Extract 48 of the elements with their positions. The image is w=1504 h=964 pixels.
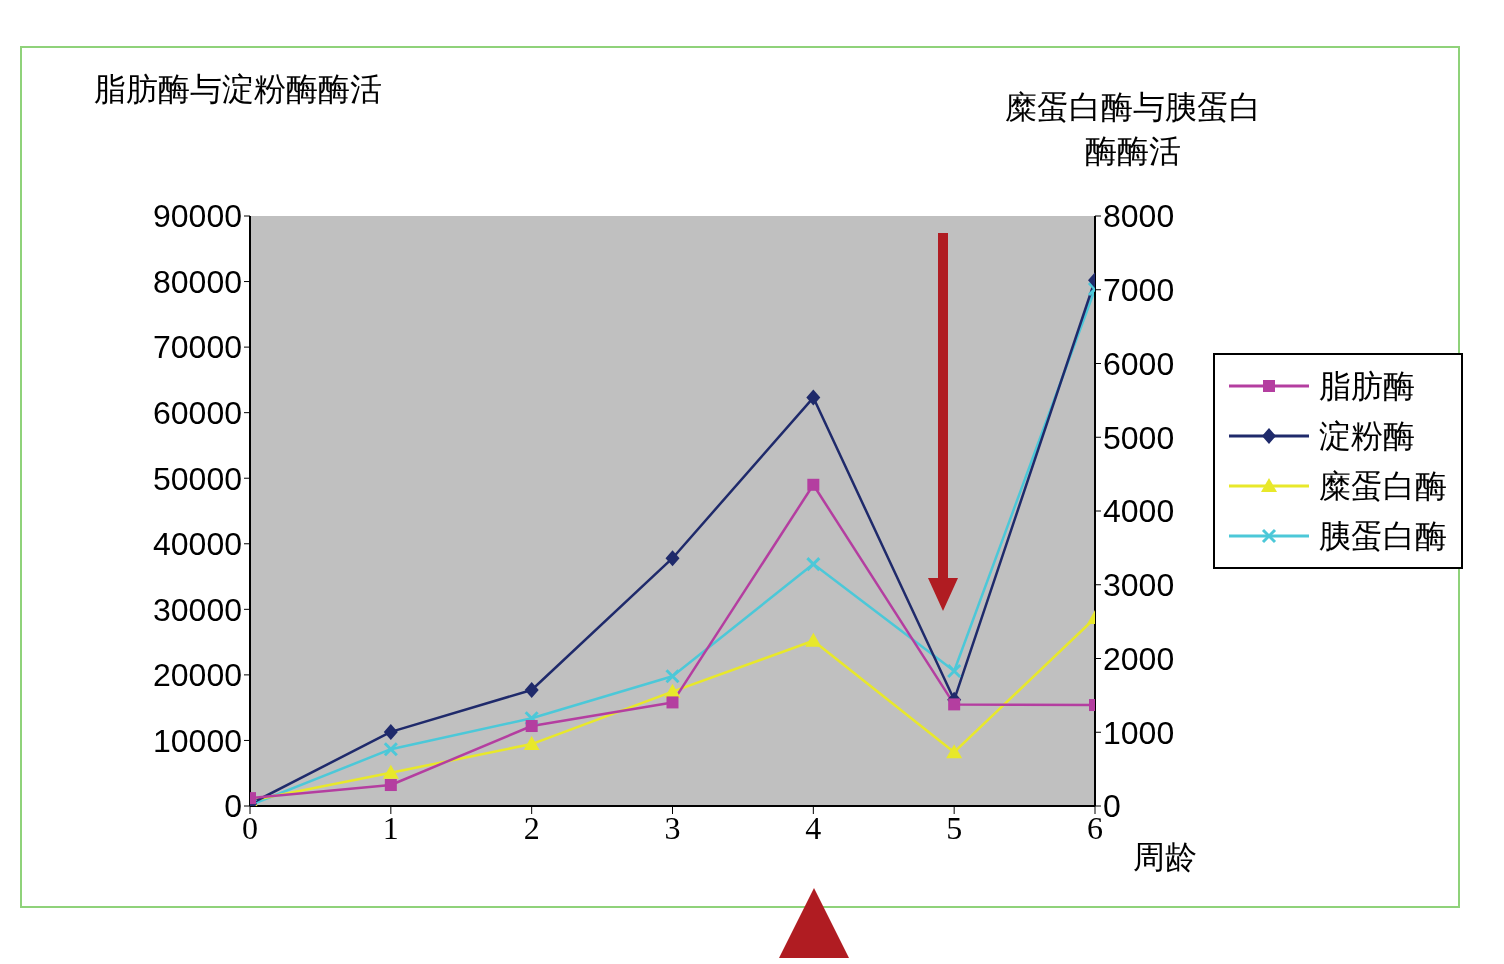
x-tick-label: 5 (946, 809, 963, 846)
point (383, 741, 399, 757)
legend-label: 脂肪酶 (1319, 366, 1415, 407)
legend-label: 胰蛋白酶 (1319, 516, 1447, 557)
point (524, 710, 540, 726)
point (665, 550, 680, 567)
point (946, 744, 963, 759)
y-tick-label: 30000 (153, 591, 242, 628)
point (383, 723, 398, 740)
legend-label: 淀粉酶 (1319, 416, 1415, 457)
point (525, 720, 538, 733)
y2-tick-label: 8000 (1103, 198, 1175, 235)
y2-axis-title: 糜蛋白酶与胰蛋白酶酶活 (1004, 87, 1262, 172)
point (807, 478, 820, 491)
y-tick-label: 70000 (153, 329, 242, 366)
point (805, 556, 821, 572)
y-tick-label: 50000 (153, 460, 242, 497)
y-tick-label: 40000 (153, 526, 242, 563)
y2-tick-label: 6000 (1103, 345, 1175, 382)
legend-label: 糜蛋白酶 (1319, 466, 1447, 507)
y-tick-label: 90000 (153, 198, 242, 235)
point (382, 764, 399, 779)
point (524, 681, 539, 698)
x-tick-label: 4 (805, 809, 822, 846)
point (523, 736, 540, 751)
y-tick-label: 10000 (153, 722, 242, 759)
y2-tick-label: 2000 (1103, 640, 1175, 677)
point (665, 668, 680, 684)
y-tick-label: 60000 (153, 395, 242, 432)
point (806, 389, 821, 406)
x-tick-label: 2 (523, 809, 540, 846)
x-tick-label: 3 (664, 809, 681, 846)
y-tick-label: 80000 (153, 263, 242, 300)
x-axis-title: 周龄 (1133, 837, 1197, 878)
point (946, 663, 962, 679)
y2-tick-label: 4000 (1103, 493, 1175, 530)
point (805, 632, 822, 647)
y2-tick-label: 3000 (1103, 567, 1175, 604)
point (666, 696, 679, 709)
y2-tick-label: 1000 (1103, 714, 1175, 751)
y2-tick-label: 7000 (1103, 272, 1175, 309)
y-tick-label: 20000 (153, 657, 242, 694)
point (948, 698, 961, 711)
y-axis-title: 脂肪酶与淀粉酶酶活 (93, 69, 383, 110)
y2-tick-label: 5000 (1103, 419, 1175, 456)
x-tick-label: 1 (382, 809, 399, 846)
point (384, 779, 397, 792)
x-tick-label: 6 (1087, 809, 1103, 846)
